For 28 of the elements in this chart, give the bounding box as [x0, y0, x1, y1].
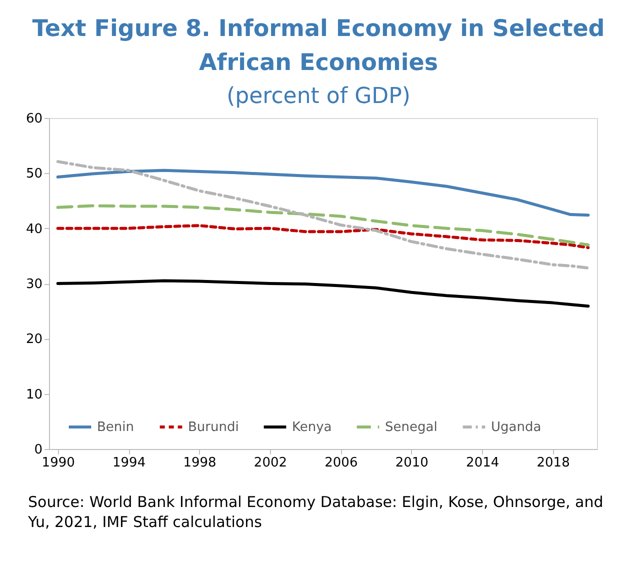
y-tick-label: 50	[26, 166, 42, 182]
chart-subtitle: (percent of GDP)	[226, 83, 412, 111]
y-tick-label: 10	[26, 387, 42, 402]
chart-title: Text Figure 8. Informal Economy in Selected African Economies	[31, 15, 606, 78]
legend-label: Benin	[97, 420, 134, 435]
legend-label: Senegal	[385, 420, 438, 435]
x-tick-label: 1994	[112, 456, 146, 470]
legend-label: Kenya	[292, 420, 332, 435]
line-series	[56, 168, 590, 217]
y-tick-label: 40	[26, 222, 42, 237]
x-tick-label: 2014	[466, 456, 500, 470]
x-tick-label: 2002	[254, 456, 288, 470]
x-tick-label: 2006	[324, 456, 358, 470]
y-tick-label: 60	[26, 112, 42, 126]
source-note: Source: World Bank Informal Economy Database: Elgin, Kose, Ohnsorge, and Yu, 2021, IMF Staff calculations	[28, 492, 604, 532]
line-series	[56, 224, 590, 250]
legend-label: Uganda	[491, 420, 542, 435]
x-tick-label: 1998	[183, 456, 216, 470]
x-tick-label: 2018	[536, 456, 570, 470]
y-tick-label: 20	[26, 332, 42, 348]
line-series	[56, 279, 590, 308]
line-series	[56, 160, 590, 270]
x-tick-label: 2010	[395, 456, 428, 470]
y-tick-label: 30	[26, 277, 42, 292]
line-series	[56, 204, 590, 246]
y-tick-label: 0	[34, 442, 42, 458]
x-tick-label: 1990	[42, 456, 75, 470]
legend-label: Burundi	[188, 420, 239, 435]
